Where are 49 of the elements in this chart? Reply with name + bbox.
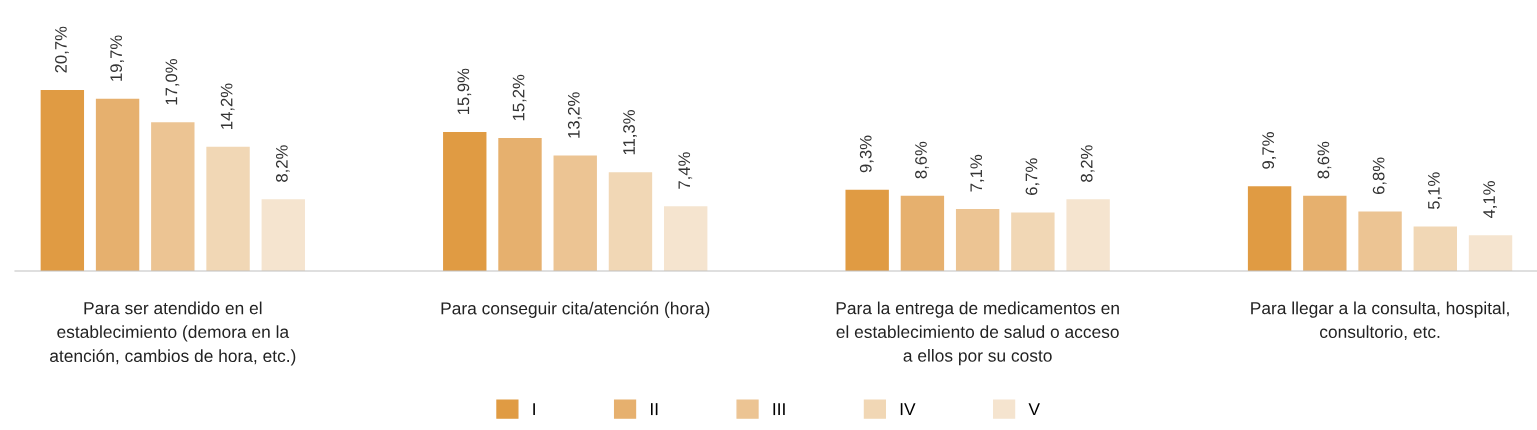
data-label: 19,7%: [110, 35, 125, 81]
bar: [1247, 186, 1292, 271]
bar: [1413, 226, 1457, 271]
data-label: 8,2%: [275, 145, 290, 182]
legend-label: IV: [900, 403, 916, 416]
data-label: 6,8%: [1372, 157, 1387, 195]
data-label: 8,6%: [1317, 141, 1332, 179]
data-label: 8,2%: [1080, 145, 1095, 182]
bar: [40, 90, 85, 271]
data-label: 15,2%: [512, 74, 527, 121]
x-tick-label: Para llegar a la consulta, hospital, consultorio, etc.: [1251, 301, 1509, 341]
bar: [955, 208, 1000, 271]
legend-label: III: [773, 403, 785, 416]
data-label: 13,2%: [567, 92, 582, 138]
data-label: 9,7%: [1262, 132, 1277, 169]
bar: [553, 155, 597, 271]
data-label: 9,3%: [859, 135, 874, 173]
bar: [206, 146, 250, 271]
bar: [608, 172, 653, 271]
data-label: 7,4%: [678, 152, 693, 189]
x-tick-label: Para ser atendido en el establecimiento (demora en la atención, cambios de hora, etc.): [50, 301, 296, 366]
data-label: 7,1%: [970, 154, 985, 192]
bar: [261, 199, 305, 271]
data-label: 11,3%: [623, 110, 637, 155]
bar: [1468, 235, 1513, 271]
bar: [1303, 195, 1347, 271]
bar: [498, 138, 542, 271]
x-tick-label: Para conseguir cita/atención (hora): [441, 301, 710, 318]
data-label: 4,1%: [1483, 181, 1497, 219]
legend-label: V: [1028, 403, 1040, 416]
data-label: 20,7%: [55, 26, 69, 73]
legend-label: II: [650, 403, 658, 416]
data-label: 14,2%: [220, 83, 235, 129]
data-label: 15,9%: [457, 68, 472, 115]
bar: [151, 122, 195, 271]
bar: [1011, 212, 1055, 271]
bar: [443, 131, 487, 271]
bar: [1066, 199, 1110, 271]
bar: [900, 195, 945, 271]
data-label: 8,6%: [915, 141, 929, 179]
bar: [663, 206, 708, 271]
x-tick-label: Para la entrega de medicamentos en el establecimiento de salud o acceso a ellos por su costo: [836, 301, 1119, 366]
data-label: 5,1%: [1428, 172, 1442, 210]
bar: [845, 189, 889, 271]
legend-label: I: [533, 403, 535, 416]
data-label: 6,7%: [1025, 158, 1040, 195]
data-label: 17,0%: [165, 59, 180, 105]
bar: [95, 98, 140, 271]
bar: [1358, 211, 1402, 271]
